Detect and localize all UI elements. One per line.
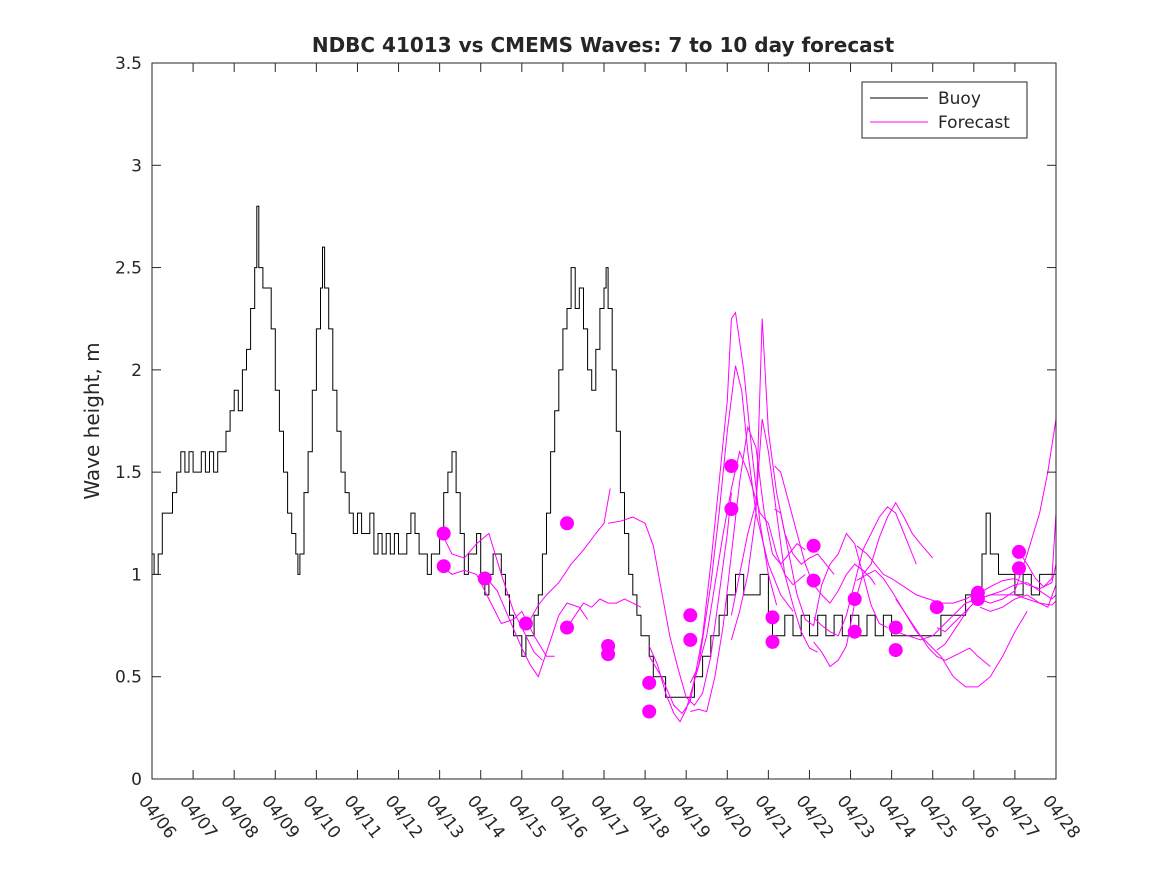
forecast-marker bbox=[806, 538, 821, 553]
forecast-marker bbox=[477, 571, 492, 586]
x-tick-label: 04/12 bbox=[381, 792, 427, 843]
x-tick-label: 04/18 bbox=[627, 792, 673, 843]
forecast-marker bbox=[560, 516, 574, 531]
forecast-marker bbox=[724, 502, 739, 516]
forecast-marker bbox=[601, 647, 616, 662]
forecast-line bbox=[690, 425, 806, 713]
forecast-line bbox=[566, 598, 642, 628]
y-tick-label: 0.5 bbox=[115, 668, 142, 688]
y-tick-label: 1 bbox=[131, 565, 142, 585]
forecast-line bbox=[936, 418, 1057, 651]
forecast-marker bbox=[642, 675, 657, 690]
x-tick-label: 04/19 bbox=[668, 792, 714, 843]
x-tick-label: 04/27 bbox=[997, 792, 1043, 843]
y-tick-label: 3.5 bbox=[115, 54, 142, 74]
x-tick-label: 04/26 bbox=[956, 792, 1002, 843]
x-tick-label: 04/28 bbox=[1038, 792, 1084, 843]
legend-box bbox=[861, 81, 1028, 139]
legend: Buoy Forecast bbox=[861, 81, 1028, 139]
x-tick-label: 04/11 bbox=[340, 792, 386, 843]
x-tick-label: 04/14 bbox=[463, 792, 509, 843]
forecast-marker bbox=[683, 632, 698, 647]
y-tick-label: 3 bbox=[131, 156, 142, 176]
forecast-line bbox=[730, 418, 818, 653]
x-tick-label: 04/21 bbox=[750, 792, 796, 843]
x-tick-label: 04/17 bbox=[586, 792, 632, 843]
x-tick-label: 04/13 bbox=[422, 792, 468, 843]
forecast-marker bbox=[888, 643, 903, 658]
forecast-marker bbox=[1012, 544, 1026, 559]
x-tick-label: 04/24 bbox=[874, 792, 920, 843]
forecast-line bbox=[441, 532, 543, 661]
plot-area bbox=[152, 63, 1056, 779]
forecast-line bbox=[813, 506, 917, 637]
x-tick-label: 04/16 bbox=[545, 792, 591, 843]
forecast-marker bbox=[436, 526, 451, 541]
forecast-line bbox=[979, 584, 1057, 612]
x-tick-label: 04/25 bbox=[915, 792, 961, 843]
forecast-line bbox=[527, 488, 611, 624]
forecast-line bbox=[1018, 513, 1057, 588]
forecast-marker bbox=[765, 634, 780, 649]
forecast-line bbox=[441, 565, 555, 657]
y-tick-label: 2 bbox=[131, 361, 142, 381]
forecast-marker bbox=[888, 620, 903, 635]
forecast-markers bbox=[436, 459, 1026, 719]
forecast-marker bbox=[929, 600, 944, 615]
forecast-marker bbox=[724, 459, 739, 473]
forecast-line bbox=[856, 569, 1028, 688]
forecast-marker bbox=[683, 608, 698, 623]
x-tick-label: 04/08 bbox=[216, 792, 262, 843]
forecast-marker bbox=[1012, 561, 1026, 576]
chart-title: NDBC 41013 vs CMEMS Waves: 7 to 10 day f… bbox=[312, 33, 895, 57]
forecast-line bbox=[486, 578, 589, 678]
forecast-line bbox=[774, 508, 888, 629]
forecast-line bbox=[936, 582, 1057, 633]
forecast-marker bbox=[847, 624, 862, 639]
forecast-marker bbox=[642, 704, 657, 719]
forecast-marker bbox=[518, 616, 533, 631]
forecast-line bbox=[608, 492, 732, 707]
x-tick-label: 04/23 bbox=[833, 792, 879, 843]
legend-forecast-label: Forecast bbox=[938, 113, 1010, 133]
forecast-marker bbox=[847, 592, 862, 606]
forecast-line bbox=[648, 311, 778, 715]
x-tick-label: 04/22 bbox=[792, 792, 838, 843]
forecast-marker bbox=[560, 620, 574, 635]
forecast-line bbox=[979, 564, 1057, 594]
forecast-line bbox=[689, 450, 806, 684]
forecast-marker bbox=[806, 573, 821, 588]
y-tick-label: 1.5 bbox=[115, 463, 142, 483]
forecast-marker bbox=[970, 592, 985, 606]
y-tick-label: 0 bbox=[131, 770, 142, 790]
y-tick-label: 2.5 bbox=[115, 259, 142, 279]
forecast-line bbox=[856, 545, 975, 604]
x-tick-label: 04/06 bbox=[134, 792, 180, 843]
forecast-line bbox=[813, 501, 934, 668]
y-axis: 0 0.5 1 1.5 2 2.5 3 3.5 bbox=[115, 54, 1056, 790]
forecast-line bbox=[895, 598, 991, 667]
forecast-series bbox=[441, 311, 1057, 723]
x-tick-label: 04/20 bbox=[709, 792, 755, 843]
x-tick-label: 04/15 bbox=[504, 792, 550, 843]
forecast-marker bbox=[765, 610, 780, 625]
y-axis-label: Wave height, m bbox=[80, 342, 104, 499]
x-tick-label: 04/07 bbox=[175, 792, 221, 843]
x-tick-label: 04/09 bbox=[257, 792, 303, 843]
legend-buoy-label: Buoy bbox=[938, 89, 981, 109]
forecast-line bbox=[648, 365, 794, 723]
x-tick-label: 04/10 bbox=[298, 792, 344, 843]
forecast-marker bbox=[436, 559, 451, 574]
